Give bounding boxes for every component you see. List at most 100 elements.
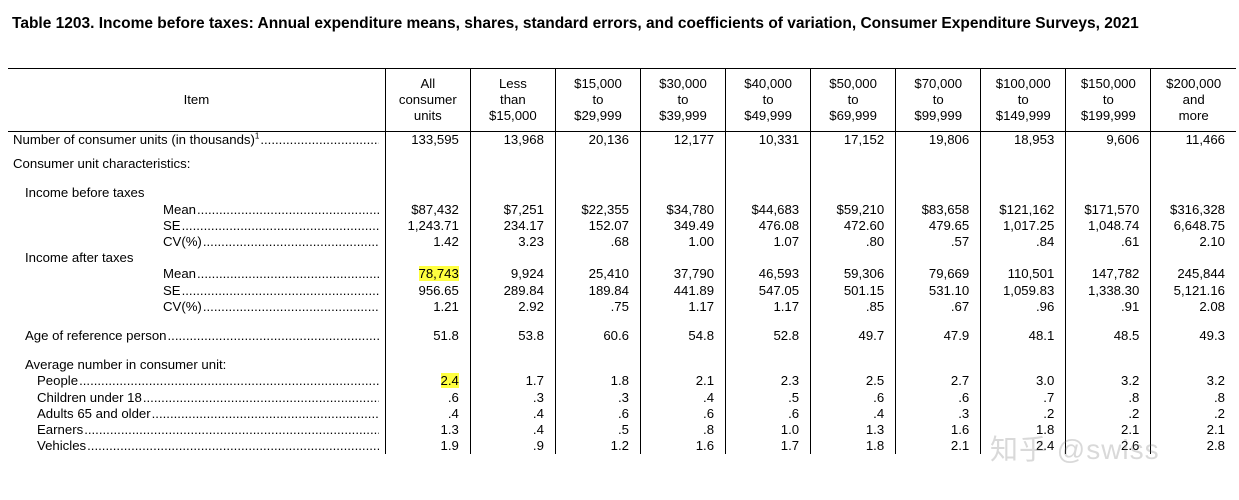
spacer-cell xyxy=(810,148,896,157)
cell-value: 48.1 xyxy=(1028,328,1055,344)
row-label-cell: Vehicles xyxy=(8,438,385,454)
cell-value: 2.1 xyxy=(695,373,715,389)
row-label: Age of reference person xyxy=(25,328,167,344)
spacer-cell xyxy=(980,315,1066,329)
value-cell: 6,648.75 xyxy=(1150,217,1236,235)
value-cell: 2.10 xyxy=(1150,234,1236,251)
row-label: Children under 18 xyxy=(37,390,142,406)
column-header-line: Less xyxy=(498,76,527,91)
cell-value: .8 xyxy=(1214,389,1225,405)
cell-value: 3.2 xyxy=(1206,373,1225,389)
row-label-text: Mean xyxy=(163,201,196,217)
cell-value: .2 xyxy=(1214,405,1225,421)
cell-value: .6 xyxy=(873,389,885,405)
table-row: People 2.4 1.7 1.8 2.1 2.3 2.5 2.7 3.0 3.2 3.2 xyxy=(8,373,1236,390)
cell-value: 2.6 xyxy=(1121,438,1140,454)
value-cell: 234.17 xyxy=(469,217,556,235)
cell-value: 1.8 xyxy=(865,438,885,454)
value-cell xyxy=(554,250,641,267)
cell-value: .4 xyxy=(703,389,715,405)
value-cell xyxy=(810,357,896,374)
cell-value: 2.7 xyxy=(950,373,970,389)
cell-value: 1,017.25 xyxy=(1002,217,1055,233)
spacer-row xyxy=(8,315,1236,329)
cell-value: .3 xyxy=(617,389,629,405)
column-header-line: more xyxy=(1178,108,1209,123)
column-header-line: units xyxy=(413,108,442,123)
leader-dots xyxy=(152,406,379,422)
value-cell xyxy=(725,357,811,374)
value-cell xyxy=(895,156,981,173)
cell-value: $59,210 xyxy=(836,201,885,217)
value-cell xyxy=(725,250,811,267)
spacer-cell xyxy=(554,148,641,157)
value-cell xyxy=(384,250,471,267)
spacer-cell xyxy=(1150,172,1236,186)
cell-value: 13,968 xyxy=(503,132,544,147)
row-label-cell: Age of reference person xyxy=(8,328,385,344)
spacer-row xyxy=(8,344,1236,358)
spacer-cell xyxy=(469,315,556,329)
value-cell xyxy=(980,357,1066,374)
value-cell: 2.1 xyxy=(1065,422,1151,439)
leader-dots xyxy=(260,132,378,148)
cell-value: 441.89 xyxy=(673,282,715,298)
value-cell xyxy=(469,185,556,202)
cell-value: 133,595 xyxy=(411,132,459,147)
row-label-text: Children under 18 xyxy=(37,389,142,405)
value-cell: .4 xyxy=(810,405,896,423)
value-cell: 1.42 xyxy=(384,234,471,251)
value-cell: .68 xyxy=(554,234,641,251)
value-cell: 1,243.71 xyxy=(384,217,471,235)
leader-dots xyxy=(203,234,379,250)
value-cell xyxy=(895,185,981,202)
row-label: Average number in consumer unit: xyxy=(25,357,226,373)
row-label-cell: CV(%) xyxy=(8,234,385,250)
value-cell: .67 xyxy=(895,298,981,316)
value-cell: 9,606 xyxy=(1065,131,1151,149)
value-cell xyxy=(810,156,896,173)
value-cell: 472.60 xyxy=(810,217,896,235)
column-header: $50,000 to $69,999 xyxy=(810,68,896,132)
value-cell: .5 xyxy=(725,389,811,406)
cell-value: 9,924 xyxy=(510,266,544,282)
spacer-cell xyxy=(810,172,896,186)
cell-value: 289.84 xyxy=(503,282,544,298)
cell-value: .3 xyxy=(958,405,970,421)
row-label: Adults 65 and older xyxy=(37,406,151,422)
value-cell xyxy=(1065,156,1151,173)
value-cell xyxy=(1150,156,1236,173)
value-cell: 476.08 xyxy=(725,217,811,235)
cell-value: .96 xyxy=(1035,298,1055,314)
spacer-cell xyxy=(1065,172,1151,186)
cell-value: 2.1 xyxy=(950,438,970,454)
value-cell: 531.10 xyxy=(895,282,981,299)
value-cell: 1.8 xyxy=(980,422,1066,439)
value-cell: 1.2 xyxy=(554,438,641,455)
cell-value: .61 xyxy=(1121,234,1140,250)
table-row: Earners 1.3 .4 .5 .8 1.0 1.3 1.6 1.8 2.1 2.1 xyxy=(8,422,1236,439)
cell-value: 234.17 xyxy=(503,217,544,233)
value-cell: 479.65 xyxy=(895,217,981,235)
value-cell: 1,338.30 xyxy=(1065,282,1151,299)
cell-value: .4 xyxy=(532,405,544,421)
column-header-line: to xyxy=(677,92,689,107)
cell-value: .9 xyxy=(532,438,544,454)
row-label-cell: Income before taxes xyxy=(8,185,385,201)
value-cell: 133,595 xyxy=(384,131,471,149)
spacer-row xyxy=(8,172,1236,186)
spacer-cell xyxy=(384,315,471,329)
cell-value: .6 xyxy=(617,405,629,421)
cell-value: .4 xyxy=(873,405,885,421)
column-header-line: $149,999 xyxy=(995,108,1051,123)
value-cell: 1.07 xyxy=(725,234,811,251)
row-label: People xyxy=(37,373,78,389)
spacer-cell xyxy=(1150,148,1236,157)
cell-value: 25,410 xyxy=(588,266,629,282)
spacer-cell xyxy=(1150,315,1236,329)
value-cell xyxy=(639,357,726,374)
cell-value: .85 xyxy=(865,298,885,314)
value-cell: 2.1 xyxy=(1150,422,1236,439)
cell-value: 19,806 xyxy=(928,132,970,147)
value-cell: $83,658 xyxy=(895,201,981,218)
